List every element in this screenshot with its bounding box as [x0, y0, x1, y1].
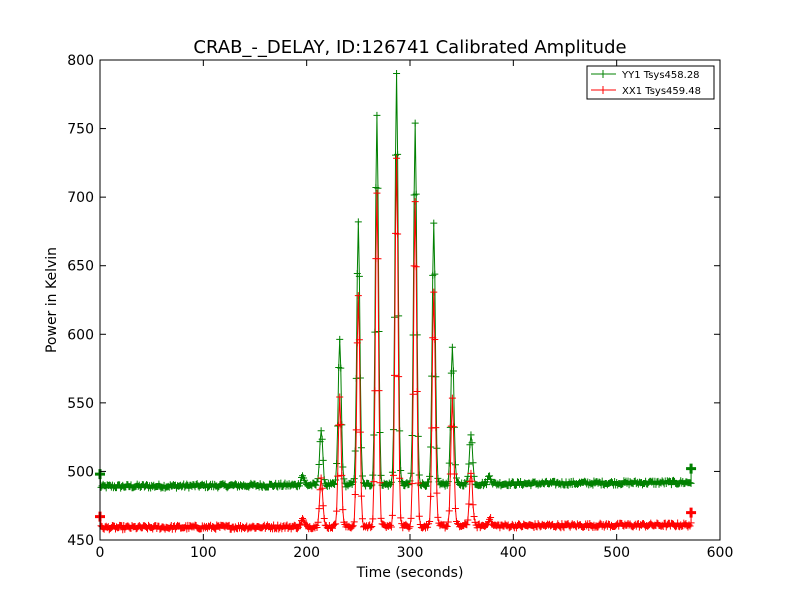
legend-marker-yy1	[599, 70, 607, 78]
ticks-layer: 0 100 200 300 400 500 600 450 500 550 600 650 700 750…	[67, 53, 733, 561]
y-tick-label: 650	[67, 259, 94, 275]
x-tick-label: 0	[96, 545, 105, 561]
x-tick-label: 600	[707, 545, 734, 561]
legend-entry-xx1: XX1 Tsys459.48	[591, 86, 701, 97]
y-tick-label: 600	[67, 327, 94, 343]
legend-marker-xx1	[599, 86, 607, 94]
x-axis-label: Time (seconds)	[356, 565, 464, 581]
x-tick-label: 100	[190, 545, 217, 561]
series-end-marker	[686, 507, 697, 518]
y-tick-label: 800	[67, 53, 94, 69]
legend-entry-yy1: YY1 Tsys458.28	[591, 70, 700, 81]
series-layer	[95, 69, 697, 534]
legend-box	[586, 65, 715, 100]
series-line	[99, 158, 692, 531]
y-tick-label: 500	[67, 464, 94, 480]
y-tick-label: 450	[67, 533, 94, 549]
legend-label-xx1: XX1 Tsys459.48	[622, 86, 701, 97]
x-tick-label: 400	[500, 545, 527, 561]
legend-label-yy1: YY1 Tsys458.28	[621, 70, 700, 81]
x-tick-label: 500	[603, 545, 630, 561]
x-tick-label: 200	[293, 545, 320, 561]
y-tick-label: 700	[67, 190, 94, 206]
series-xx1	[95, 154, 697, 534]
x-tick-label: 300	[397, 545, 424, 561]
legend: YY1 Tsys458.28 XX1 Tsys459.48	[586, 65, 715, 100]
chart-title: CRAB_-_DELAY, ID:126741 Calibrated Ampli…	[193, 37, 626, 58]
y-tick-label: 550	[67, 396, 94, 412]
series-end-marker	[686, 463, 697, 474]
y-tick-label: 750	[67, 122, 94, 138]
y-axis-label: Power in Kelvin	[44, 247, 60, 353]
plot-frame	[99, 59, 721, 541]
